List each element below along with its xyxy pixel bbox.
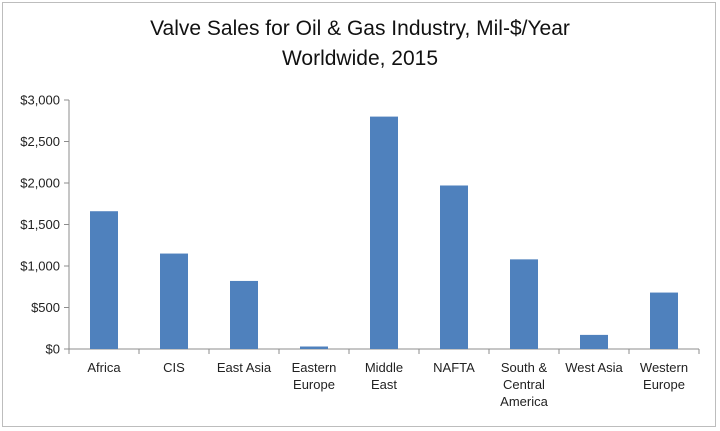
x-category-label-line: Middle [365, 360, 403, 375]
x-category-label: NAFTA [433, 360, 475, 375]
x-category-label: South & Central America [500, 360, 548, 409]
y-tick-label: $1,000 [20, 259, 60, 274]
x-category-label: West Asia [565, 360, 623, 375]
y-tick-label: $3,000 [20, 93, 60, 108]
bar [230, 280, 258, 349]
chart-title-line-1: Valve Sales for Oil & Gas Industry, Mil-… [150, 17, 570, 40]
bar [300, 346, 328, 349]
x-category-label-line: Europe [293, 377, 335, 392]
chart-title: Valve Sales for Oil & Gas Industry, Mil-… [0, 14, 720, 74]
chart-title-line-2: Worldwide, 2015 [281, 47, 439, 70]
bar [580, 334, 608, 349]
bar [90, 211, 118, 349]
x-category-label: East Asia [217, 360, 272, 375]
bar [370, 116, 398, 349]
y-tick-label: $2,500 [20, 134, 60, 149]
y-tick-label: $0 [46, 342, 60, 357]
x-category-label-line: Africa [87, 360, 121, 375]
x-category-label-line: Eastern [292, 360, 337, 375]
y-tick-label: $500 [31, 300, 60, 315]
x-category-label-line: East Asia [217, 360, 272, 375]
x-category-label-line: West Asia [565, 360, 623, 375]
x-category-label: Middle East [365, 360, 403, 392]
y-tick-label: $1,500 [20, 217, 60, 232]
x-category-label-line: Europe [643, 377, 685, 392]
x-category-label: Eastern Europe [292, 360, 337, 392]
bar [650, 292, 678, 349]
x-category-label: Africa [87, 360, 121, 375]
y-tick-label: $2,000 [20, 176, 60, 191]
x-category-label-line: East [371, 377, 397, 392]
bar [440, 185, 468, 349]
chart-frame [2, 2, 716, 427]
x-category-label-line: Central [503, 377, 545, 392]
x-category-label-line: Western [640, 360, 688, 375]
bar [510, 259, 538, 349]
x-category-label-line: America [500, 394, 548, 409]
x-category-label: CIS [163, 360, 185, 375]
x-category-label-line: NAFTA [433, 360, 475, 375]
x-category-label-line: South & [501, 360, 548, 375]
bar [160, 253, 188, 349]
x-category-label-line: CIS [163, 360, 185, 375]
x-category-label: Western Europe [640, 360, 688, 392]
